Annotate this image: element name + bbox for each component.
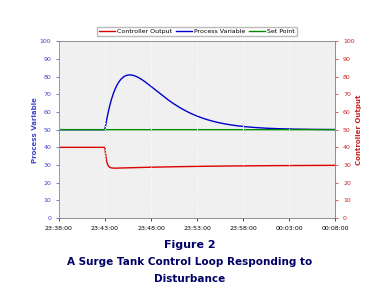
Set Point	[325, 128, 330, 131]
Controller Output	[113, 166, 117, 170]
Controller Output	[325, 164, 330, 167]
Process Variable	[127, 73, 132, 77]
Process Variable	[325, 128, 330, 131]
Text: Figure 2: Figure 2	[164, 240, 215, 250]
Set Point	[191, 128, 196, 131]
Process Variable	[184, 109, 188, 113]
Controller Output	[191, 165, 196, 168]
Controller Output	[325, 164, 330, 167]
Process Variable	[333, 128, 338, 131]
Controller Output	[333, 164, 338, 167]
Controller Output	[70, 146, 75, 149]
Process Variable	[274, 127, 279, 130]
Set Point	[56, 128, 61, 131]
Process Variable	[56, 128, 61, 131]
Set Point	[184, 128, 188, 131]
Y-axis label: Controller Output: Controller Output	[356, 94, 362, 165]
Y-axis label: Process Variable: Process Variable	[32, 97, 38, 163]
Text: A Surge Tank Control Loop Responding to: A Surge Tank Control Loop Responding to	[67, 257, 312, 267]
Line: Controller Output: Controller Output	[59, 147, 335, 168]
Legend: Controller Output, Process Variable, Set Point: Controller Output, Process Variable, Set…	[97, 27, 297, 36]
Controller Output	[56, 146, 61, 149]
Set Point	[333, 128, 338, 131]
Controller Output	[184, 165, 188, 168]
Line: Process Variable: Process Variable	[59, 75, 335, 130]
Text: Disturbance: Disturbance	[154, 274, 225, 284]
Process Variable	[191, 113, 196, 116]
Set Point	[325, 128, 329, 131]
Set Point	[70, 128, 75, 131]
Process Variable	[325, 128, 330, 131]
Controller Output	[274, 164, 279, 167]
Set Point	[274, 128, 279, 131]
Process Variable	[70, 128, 75, 131]
